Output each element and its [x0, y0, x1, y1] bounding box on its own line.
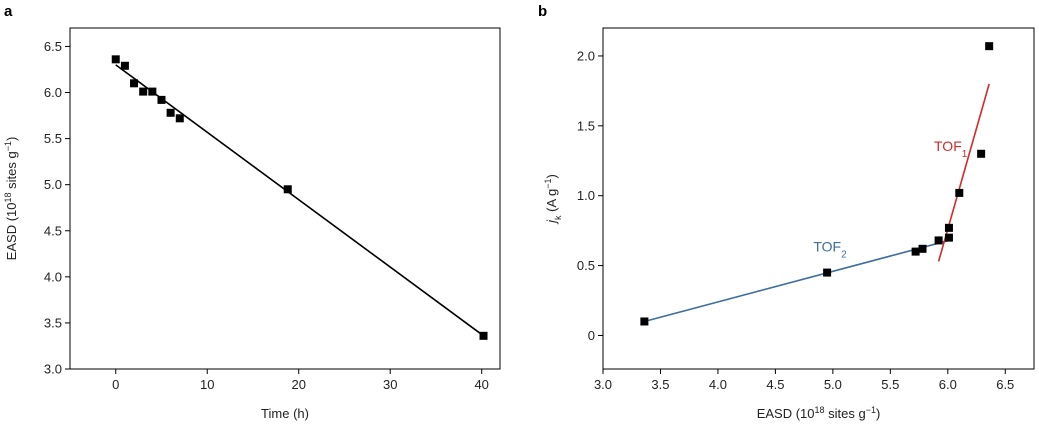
- data-point: [175, 114, 184, 123]
- y-tick-label: 1.0: [577, 188, 595, 203]
- x-tick-label: 30: [383, 377, 397, 392]
- y-tick-label: 5.0: [44, 177, 62, 192]
- data-point: [911, 247, 920, 256]
- data-point: [479, 331, 488, 340]
- data-point: [166, 108, 175, 117]
- data-point: [111, 55, 120, 64]
- annotation-tof1: TOF1: [934, 138, 968, 160]
- y-tick-label: 2.0: [577, 48, 595, 63]
- data-point: [130, 79, 139, 88]
- y-axis-label: jk (A g−1): [543, 174, 563, 225]
- data-point: [977, 149, 986, 158]
- x-tick-label: 4.5: [766, 377, 784, 392]
- data-point: [120, 61, 129, 70]
- data-point: [139, 87, 148, 96]
- data-point: [823, 268, 832, 277]
- plot-frame: [69, 27, 501, 370]
- panel-label-a: a: [4, 3, 13, 20]
- annotation-tof2: TOF2: [813, 239, 847, 261]
- data-point: [283, 185, 292, 194]
- x-tick-label: 5.5: [881, 377, 899, 392]
- x-tick-label: 3.5: [651, 377, 669, 392]
- x-tick-label: 3.0: [594, 377, 612, 392]
- x-tick-label: 0: [112, 377, 119, 392]
- x-axis-label: EASD (1018 sites g−1): [757, 405, 881, 421]
- data-point: [944, 223, 953, 232]
- x-tick-label: 6.5: [996, 377, 1014, 392]
- x-tick-label: 5.0: [824, 377, 842, 392]
- y-tick-label: 6.0: [44, 85, 62, 100]
- x-tick-label: 40: [474, 377, 488, 392]
- panel-label-b: b: [538, 3, 547, 20]
- x-tick-label: 10: [200, 377, 214, 392]
- chart-b: 3.0 3.5 4.0 4.5 5.0 5.5 6.0 6.5 0 0.5 1.0 1.5 2.0 EAS…: [543, 27, 1035, 421]
- plot-frame: [602, 27, 1035, 370]
- data-point: [157, 95, 166, 104]
- data-point: [944, 233, 953, 242]
- data-point: [985, 42, 994, 51]
- y-tick-label: 0.5: [577, 258, 595, 273]
- y-axis-label: EASD (1018 sites g−1): [3, 137, 19, 261]
- fit-line: [115, 64, 485, 337]
- x-tick-label: 6.0: [939, 377, 957, 392]
- y-tick-label: 0: [588, 328, 595, 343]
- x-tick-label: 4.0: [709, 377, 727, 392]
- y-tick-label: 3.0: [44, 362, 62, 377]
- data-point: [640, 317, 649, 326]
- fit-line-tof2: [644, 239, 950, 323]
- data-point: [955, 188, 964, 197]
- y-tick-label: 4.5: [44, 223, 62, 238]
- y-tick-label: 6.5: [44, 39, 62, 54]
- x-tick-label: 20: [291, 377, 305, 392]
- data-point: [934, 236, 943, 245]
- data-point: [918, 244, 927, 253]
- y-tick-label: 5.5: [44, 131, 62, 146]
- chart-a: 0 10 20 30 40 3.0 3.5 4.0 4.5 5.0 5.5 6.0 6.5 Time (h…: [3, 27, 501, 421]
- x-axis-label: Time (h): [261, 406, 309, 421]
- data-point: [148, 87, 157, 96]
- y-tick-label: 1.5: [577, 118, 595, 133]
- y-tick-label: 3.5: [44, 315, 62, 330]
- y-tick-label: 4.0: [44, 269, 62, 284]
